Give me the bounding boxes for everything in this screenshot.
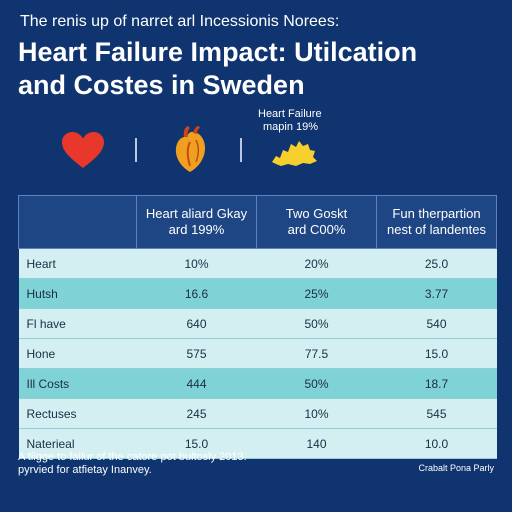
table-cell: 20% — [256, 248, 377, 279]
table-header-row: Heart aliard Gkay ard 199% Two Goskt ard… — [18, 195, 497, 249]
chart-title: Heart Failure Impact: Utilcation and Cos… — [18, 36, 498, 102]
column-header — [18, 195, 137, 249]
table-cell: 3.77 — [376, 278, 497, 309]
row-label: Hutsh — [18, 278, 137, 309]
table-cell: 245 — [136, 398, 257, 429]
source-credit: Crabalt Pona Parly — [418, 463, 494, 473]
icon-strip: Heart Failure mapin 19% — [0, 104, 512, 184]
column-header-line-2: ard 199% — [168, 222, 225, 237]
table-row: Naterieal 15.0 140 10.0 — [18, 428, 497, 459]
table-cell: 444 — [136, 368, 257, 399]
table-cell: 640 — [136, 308, 257, 339]
table-cell: 15.0 — [376, 338, 497, 369]
table-row: Heart 10% 20% 25.0 — [18, 248, 497, 279]
footnote: A tligge to failur of the catore pot bul… — [18, 451, 348, 477]
sweden-map-icon — [272, 141, 317, 166]
row-label: Naterieal — [18, 428, 137, 459]
data-table: Heart aliard Gkay ard 199% Two Goskt ard… — [18, 195, 497, 459]
table-row: Hutsh 16.6 25% 3.77 — [18, 278, 497, 309]
table-cell: 18.7 — [376, 368, 497, 399]
table-cell: 140 — [256, 428, 377, 459]
row-label: Ill Costs — [18, 368, 137, 399]
map-label-line-2: mapin 19% — [263, 121, 319, 133]
column-header-line-1: Fun therpartion — [392, 206, 481, 221]
icon-divider — [240, 138, 242, 162]
column-header: Fun therpartion nest of landentes — [376, 195, 497, 249]
map-label-line-1: Heart Failure — [258, 108, 322, 120]
table-cell: 545 — [376, 398, 497, 429]
row-label: Fl have — [18, 308, 137, 339]
row-label: Hone — [18, 338, 137, 369]
table-cell: 25% — [256, 278, 377, 309]
table-cell: 10% — [136, 248, 257, 279]
table-cell: 10.0 — [376, 428, 497, 459]
anatomical-heart-icon — [175, 126, 205, 172]
icon-divider — [135, 138, 137, 162]
column-header-line-2: ard C00% — [287, 222, 346, 237]
map-label: Heart Failure mapin 19% — [258, 108, 348, 134]
title-line-2: and Costes in Sweden — [18, 70, 305, 100]
column-header-line-1: Two Goskt — [285, 206, 348, 221]
title-line-1: Heart Failure Impact: Utilcation — [18, 37, 418, 67]
table-cell: 575 — [136, 338, 257, 369]
table-row: Fl have 640 50% 540 — [18, 308, 497, 339]
table-row: Rectuses 245 10% 545 — [18, 398, 497, 429]
table-cell: 10% — [256, 398, 377, 429]
column-header: Heart aliard Gkay ard 199% — [136, 195, 257, 249]
table-cell: 77.5 — [256, 338, 377, 369]
table-row: Ill Costs 444 50% 18.7 — [18, 368, 497, 399]
table-row: Hone 575 77.5 15.0 — [18, 338, 497, 369]
table-cell: 50% — [256, 368, 377, 399]
column-header: Two Goskt ard C00% — [256, 195, 377, 249]
column-header-line-1: Heart aliard Gkay — [145, 206, 248, 221]
column-header-line-2: nest of landentes — [386, 222, 487, 237]
heart-icon — [62, 132, 104, 168]
table-cell: 50% — [256, 308, 377, 339]
row-label: Heart — [18, 248, 137, 279]
footnote-line-1: A tligge to failur of the catore pot bul… — [18, 451, 247, 463]
chart-subtitle: The renis up of narret arl Incessionis N… — [20, 13, 340, 30]
footnote-line-2: pyrvied for atfietay Inanvey. — [18, 464, 152, 476]
table-cell: 25.0 — [376, 248, 497, 279]
table-cell: 15.0 — [136, 428, 257, 459]
table-cell: 16.6 — [136, 278, 257, 309]
table-cell: 540 — [376, 308, 497, 339]
row-label: Rectuses — [18, 398, 137, 429]
